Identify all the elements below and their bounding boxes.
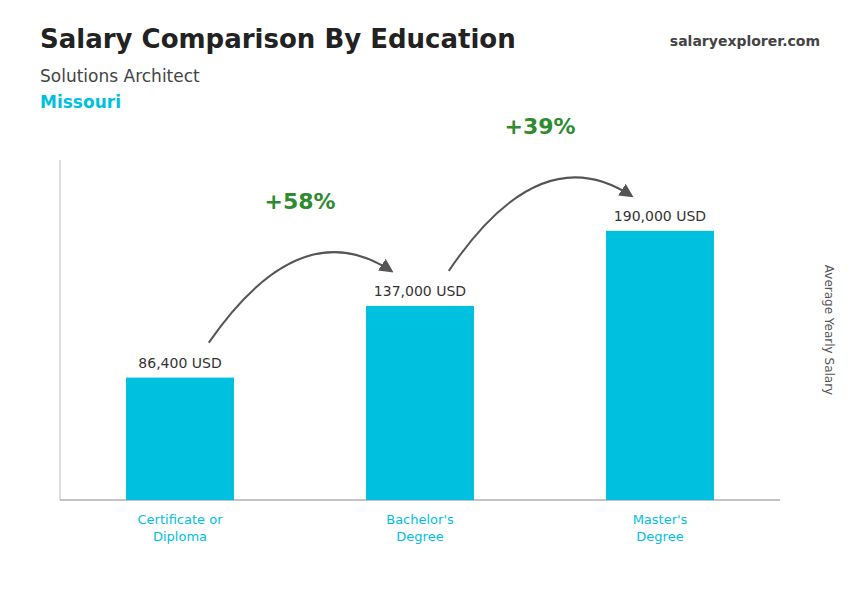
x-tick-label: Bachelor'sDegree bbox=[386, 512, 454, 544]
change-arrow bbox=[449, 177, 631, 271]
data-label: 190,000 USD bbox=[614, 208, 706, 224]
bar bbox=[366, 306, 474, 500]
title: Salary Comparison By Education bbox=[40, 24, 516, 54]
change-label: +39% bbox=[504, 114, 575, 139]
subtitle: Missouri bbox=[40, 92, 121, 112]
chart-container: Salary Comparison By Education Solutions … bbox=[0, 0, 850, 606]
change-arrow bbox=[209, 252, 391, 342]
x-tick-label: Master'sDegree bbox=[633, 512, 688, 544]
source: salaryexplorer.com bbox=[670, 33, 820, 49]
y-axis-label: Average Yearly Salary bbox=[822, 265, 836, 395]
chart: Salary Comparison By Education Solutions … bbox=[0, 0, 850, 606]
subtitle: Solutions Architect bbox=[40, 66, 200, 86]
data-label: 137,000 USD bbox=[374, 283, 466, 299]
bar bbox=[606, 231, 714, 500]
y-axis-line bbox=[60, 160, 61, 500]
bar bbox=[126, 378, 234, 500]
x-tick-label: Certificate orDiploma bbox=[138, 512, 224, 544]
change-label: +58% bbox=[264, 189, 335, 214]
bars bbox=[126, 231, 714, 500]
data-label: 86,400 USD bbox=[138, 355, 221, 371]
